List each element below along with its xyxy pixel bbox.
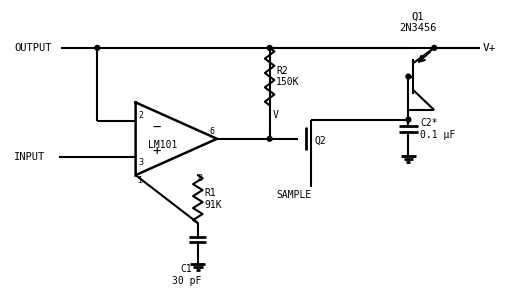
Text: Q2: Q2 [315,136,326,146]
Text: −: − [152,120,161,134]
Circle shape [432,46,436,50]
Text: 3: 3 [138,158,144,167]
Circle shape [406,117,411,122]
Text: 6: 6 [209,127,214,136]
Circle shape [267,137,272,141]
Text: 8: 8 [197,174,202,183]
Text: V: V [272,110,278,120]
Circle shape [267,46,272,50]
Text: R2
150K: R2 150K [276,66,300,87]
Text: 1: 1 [138,176,144,185]
Circle shape [95,46,100,50]
Circle shape [406,74,411,79]
Text: C2*
0.1 μF: C2* 0.1 μF [420,118,455,140]
Text: OUTPUT: OUTPUT [14,43,52,53]
Text: INPUT: INPUT [14,152,45,162]
Text: R1
91K: R1 91K [205,188,222,210]
Text: SAMPLE: SAMPLE [276,190,311,200]
Text: LM101: LM101 [148,139,177,149]
Text: Q1
2N3456: Q1 2N3456 [399,12,437,33]
Text: C1
30 pF: C1 30 pF [172,264,201,286]
Text: +: + [152,144,161,158]
Text: 2: 2 [138,111,144,120]
Text: V+: V+ [483,43,496,53]
